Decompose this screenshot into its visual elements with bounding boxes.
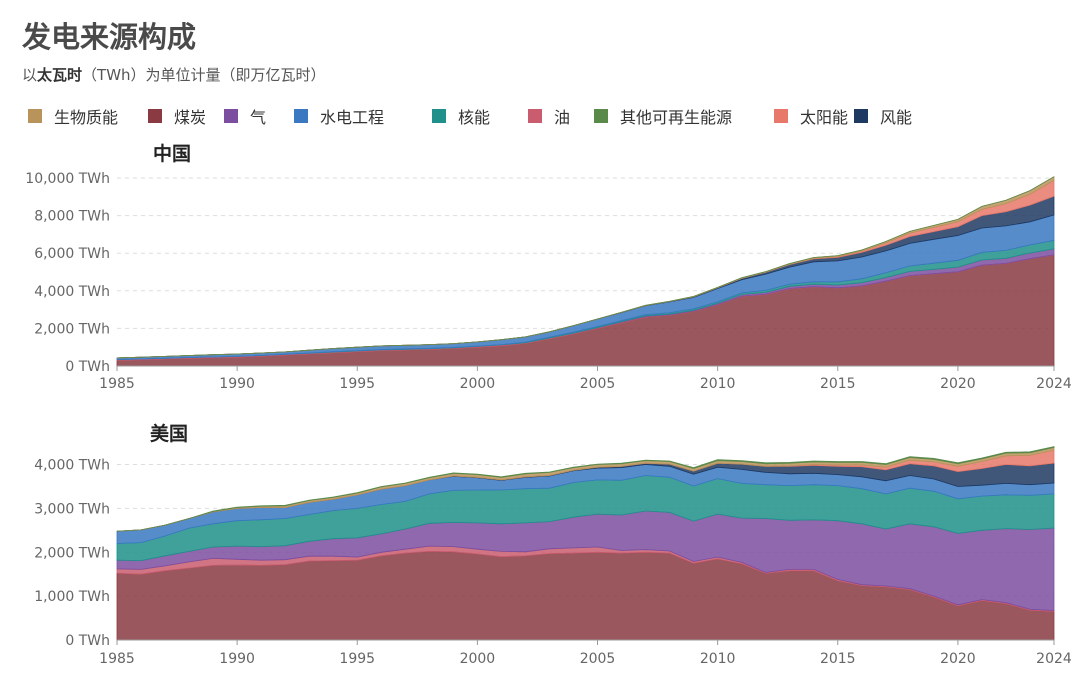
x-tick-label-usa-2015: 2015 [820,651,856,667]
legend-swatch-nuclear [432,109,446,123]
y-tick-label-usa-3000: 3,000 TWh [34,501,110,517]
legend-item-coal[interactable]: 煤炭 [148,104,206,128]
y-tick-label-usa-2000: 2,000 TWh [34,545,110,561]
x-tick-label-china-2010: 2010 [700,376,736,392]
y-tick-label-china-0: 0 TWh [65,359,110,375]
legend-item-wind[interactable]: 风能 [854,104,912,128]
x-tick-label-usa-2024: 2024 [1036,651,1072,667]
y-tick-label-china-2000: 2,000 TWh [34,321,110,337]
x-tick-label-usa-2000: 2000 [460,651,496,667]
legend-swatch-other [594,109,608,123]
page-title: 发电来源构成 [22,20,197,54]
legend-label-oil: 油 [554,108,571,127]
x-tick-label-china-2000: 2000 [460,376,496,392]
y-tick-label-china-8000: 8,000 TWh [34,209,110,225]
legend-item-gas[interactable]: 气 [224,104,266,128]
y-tick-label-china-4000: 4,000 TWh [34,284,110,300]
legend-swatch-gas [224,109,238,123]
legend-swatch-oil [528,109,542,123]
legend-item-hydro[interactable]: 水电工程 [294,104,384,128]
x-tick-label-usa-2010: 2010 [700,651,736,667]
x-tick-label-china-1985: 1985 [99,376,135,392]
x-tick-label-china-1990: 1990 [219,376,255,392]
legend-item-solar[interactable]: 太阳能 [774,104,848,128]
legend: 生物质能 煤炭 气 水电工程 核能 油 其他可再生能源 太阳能 风能 [28,104,1068,128]
legend-label-coal: 煤炭 [174,108,207,127]
subtitle-unit: 太瓦时 [37,66,83,84]
y-tick-label-usa-1000: 1,000 TWh [34,589,110,605]
legend-swatch-biomass [28,109,42,123]
page-subtitle: 以太瓦时（TWh）为单位计量（即万亿瓦时） [22,64,326,85]
subtitle-prefix: 以 [22,66,38,84]
legend-item-nuclear[interactable]: 核能 [432,104,490,128]
y-tick-label-china-6000: 6,000 TWh [34,246,110,262]
legend-label-wind: 风能 [880,108,913,127]
chart-panel-china: 中国 0 TWh 2,000 TWh 4,000 TWh 6,000 TWh 8,000 … [25,142,1072,392]
chart-title-usa: 美国 [150,422,188,445]
x-tick-label-china-1995: 1995 [339,376,375,392]
x-tick-label-china-2015: 2015 [820,376,856,392]
legend-item-other[interactable]: 其他可再生能源 [594,104,732,128]
x-tick-label-china-2005: 2005 [580,376,616,392]
legend-label-gas: 气 [250,108,267,127]
legend-swatch-wind [854,109,868,123]
y-tick-label-china-10000: 10,000 TWh [25,171,110,187]
y-tick-label-usa-0: 0 TWh [65,633,110,649]
x-tick-label-usa-2005: 2005 [580,651,616,667]
x-tick-label-usa-1995: 1995 [339,651,375,667]
x-tick-label-usa-1985: 1985 [99,651,135,667]
chart-panel-usa: 美国 0 TWh 1,000 TWh 2,000 TWh 3,000 TWh 4,000 … [34,422,1072,667]
legend-item-oil[interactable]: 油 [528,104,570,128]
legend-label-biomass: 生物质能 [54,108,119,127]
legend-swatch-hydro [294,109,308,123]
x-tick-label-china-2024: 2024 [1036,376,1072,392]
legend-item-biomass[interactable]: 生物质能 [28,104,118,128]
subtitle-rest: （TWh）为单位计量（即万亿瓦时） [82,66,326,84]
legend-swatch-coal [148,109,162,123]
legend-label-nuclear: 核能 [458,108,491,127]
legend-label-hydro: 水电工程 [320,108,385,127]
legend-swatch-solar [774,109,788,123]
chart-title-china: 中国 [153,142,191,165]
x-tick-label-china-2020: 2020 [940,376,976,392]
area-china-other [116,176,1055,359]
x-tick-label-usa-2020: 2020 [940,651,976,667]
legend-label-solar: 太阳能 [800,108,849,127]
legend-label-other: 其他可再生能源 [620,108,733,127]
x-tick-label-usa-1990: 1990 [219,651,255,667]
y-tick-label-usa-4000: 4,000 TWh [34,458,110,474]
area-usa-other [116,446,1055,532]
